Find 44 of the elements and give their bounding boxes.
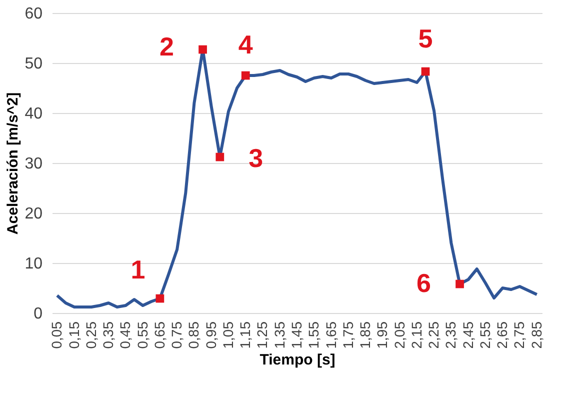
x-tick-label: 2,05: [391, 321, 408, 349]
annotation: 3: [248, 143, 264, 173]
x-tick-label: 2,85: [528, 321, 544, 349]
x-tick-label: 0,65: [151, 321, 168, 349]
y-tick-label: 60: [24, 6, 43, 22]
x-tick-label: 2,25: [426, 321, 442, 349]
y-tick-label: 50: [24, 56, 43, 72]
x-tick-label: 0,35: [100, 321, 116, 349]
x-tick-label: 0,15: [66, 321, 82, 349]
x-tick-label: 1,95: [374, 321, 390, 349]
x-axis-title: Tiempo [s]: [260, 352, 336, 369]
x-tick-label: 2,15: [408, 321, 424, 349]
x-tick-label: 0,05: [48, 321, 65, 349]
annotation: 1: [130, 254, 146, 284]
y-tick-label: 10: [24, 256, 43, 272]
y-tick-label: 20: [24, 206, 43, 222]
annotation: 5: [418, 24, 433, 54]
x-tick-label: 0,45: [117, 321, 134, 349]
x-tick-label: 1,05: [220, 321, 236, 349]
x-tick-label: 1,25: [254, 321, 270, 349]
x-tick-label: 2,35: [442, 321, 459, 349]
x-tick-label: 1,85: [357, 321, 374, 349]
y-tick-label: 0: [34, 306, 43, 322]
annotation: 2: [160, 32, 174, 62]
x-tick-label: 1,45: [288, 321, 304, 349]
x-tick-label: 0,85: [186, 321, 202, 349]
x-tick-label: 2,65: [494, 321, 510, 349]
x-tick-label: 0,25: [82, 321, 99, 349]
annotation: 6: [416, 268, 431, 298]
y-tick-label: 40: [24, 106, 43, 122]
y-axis-title: Aceleración [m/s^2]: [4, 92, 22, 235]
x-tick-label: 1,75: [340, 321, 356, 349]
x-tick-label: 0,55: [134, 321, 150, 349]
annotation: 4: [238, 30, 254, 60]
x-tick-label: 1,35: [271, 321, 288, 349]
x-tick-label: 0,75: [168, 321, 185, 349]
x-tick-label: 0,95: [202, 321, 219, 349]
x-tick-label: 2,45: [460, 321, 476, 349]
x-tick-label: 2,55: [476, 321, 493, 349]
x-tick-label: 2,75: [511, 321, 528, 349]
y-tick-label: 30: [24, 156, 43, 172]
x-tick-label: 1,15: [237, 321, 254, 349]
x-tick-label: 1,55: [306, 321, 322, 349]
x-tick-label: 1,65: [322, 321, 339, 349]
